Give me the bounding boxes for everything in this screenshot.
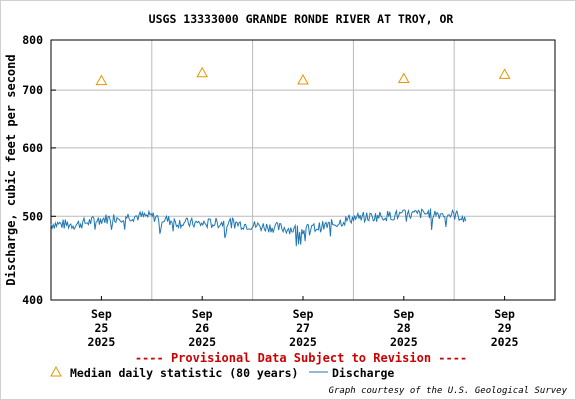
y-tick-label: 400	[22, 293, 43, 307]
median-triangle	[498, 68, 511, 79]
legend-triangle-icon	[50, 365, 62, 377]
x-tick-label: Sep 29 2025	[491, 307, 519, 349]
y-axis: 400 500 600 700 800	[22, 33, 56, 307]
y-tick-label: 800	[22, 33, 43, 47]
median-triangle	[196, 66, 209, 78]
median-triangle	[95, 74, 108, 86]
y-tick-label: 700	[22, 83, 43, 97]
legend-median-label: Median daily statistic (80 years)	[70, 366, 298, 380]
grid	[51, 40, 555, 300]
y-tick-label: 600	[22, 141, 43, 155]
discharge-line	[50, 208, 467, 247]
y-tick-label: 500	[22, 209, 43, 223]
median-triangle	[297, 74, 309, 85]
discharge-series	[50, 208, 467, 247]
chart-title: USGS 13333000 GRANDE RONDE RIVER AT TROY…	[149, 12, 454, 26]
median-series	[95, 66, 511, 86]
median-triangle	[397, 72, 410, 83]
y-axis-label: Discharge, cubic feet per second	[4, 54, 18, 285]
x-tick-label: Sep 28 2025	[390, 307, 418, 349]
credit-text: Graph courtesy of the U.S. Geological Su…	[329, 386, 568, 396]
legend-discharge-label: Discharge	[332, 366, 394, 380]
x-axis: Sep 25 2025 Sep 26 2025 Sep 27 2025 Sep 28 2025 Sep 2…	[88, 296, 519, 349]
x-tick-label: Sep 25 2025	[88, 307, 116, 349]
x-tick-label: Sep 27 2025	[289, 307, 317, 349]
plot-area	[50, 39, 556, 301]
x-tick-label: Sep 26 2025	[188, 307, 216, 349]
provisional-note: ---- Provisional Data Subject to Revisio…	[135, 351, 467, 365]
